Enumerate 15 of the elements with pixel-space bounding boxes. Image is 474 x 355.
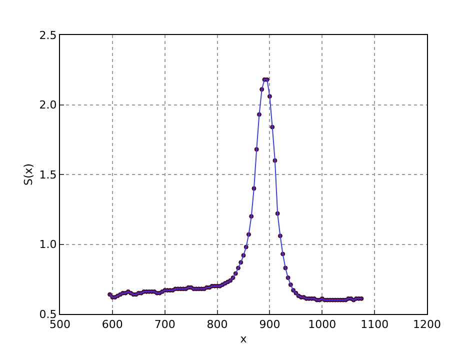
x-tick-label: 1000 — [308, 318, 336, 332]
y-tick-label: 2.5 — [39, 28, 57, 42]
y-axis-title: S(x) — [22, 163, 35, 186]
x-tick-label: 900 — [259, 318, 280, 332]
x-axis-title: x — [240, 332, 248, 346]
x-tick-label: 1200 — [413, 318, 441, 332]
x-tick-label: 700 — [154, 318, 176, 332]
x-tick-label: 1100 — [360, 318, 389, 332]
y-tick-label: 1.5 — [39, 168, 57, 182]
x-tick-label: 500 — [50, 318, 70, 332]
x-tick-label: 800 — [206, 318, 228, 332]
y-tick-label: 0.5 — [39, 308, 57, 321]
y-tick-label: 2.0 — [39, 98, 57, 112]
y-tick-label: 1.0 — [39, 238, 57, 252]
x-tick-label: 600 — [102, 318, 123, 332]
